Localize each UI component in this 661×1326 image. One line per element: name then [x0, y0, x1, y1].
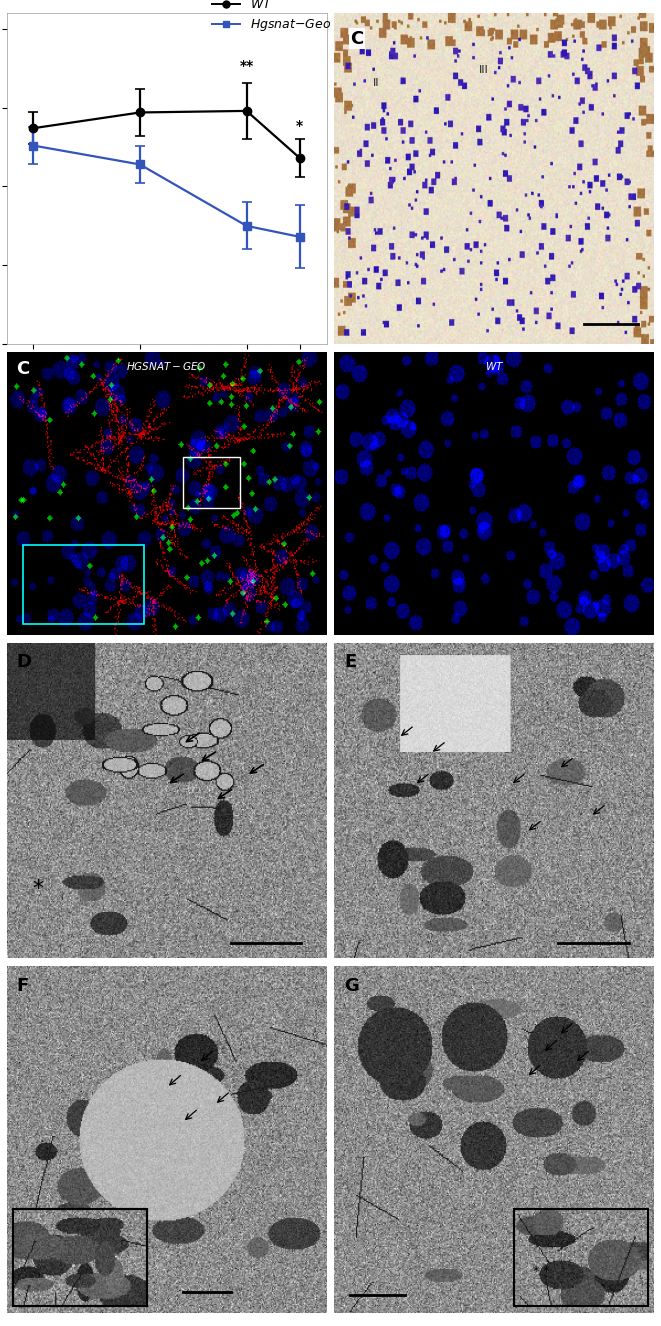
Bar: [182, 457, 240, 508]
Text: III: III: [479, 65, 488, 74]
Legend: $\it{WT}$, $\it{Hgsnat}$$\it{-Geo}$: $\it{WT}$, $\it{Hgsnat}$$\it{-Geo}$: [208, 0, 336, 38]
Text: E: E: [344, 652, 356, 671]
Text: $\it{WT}$: $\it{WT}$: [485, 361, 504, 373]
Text: C: C: [350, 29, 364, 48]
Text: *: *: [32, 879, 44, 899]
Text: C: C: [17, 361, 30, 378]
Text: * *: * *: [533, 1265, 549, 1278]
Bar: [13, 1209, 147, 1306]
Bar: [22, 545, 144, 625]
Text: II: II: [373, 78, 379, 88]
Bar: [514, 1209, 648, 1306]
Bar: [13, 1209, 147, 1306]
Text: G: G: [344, 977, 359, 994]
Text: **: **: [239, 60, 254, 73]
Text: D: D: [17, 652, 31, 671]
X-axis label: Age (months): Age (months): [114, 373, 219, 386]
Text: F: F: [17, 977, 28, 994]
Text: *: *: [296, 119, 303, 133]
Text: $\it{HGSNAT-GEO}$: $\it{HGSNAT-GEO}$: [126, 361, 207, 373]
